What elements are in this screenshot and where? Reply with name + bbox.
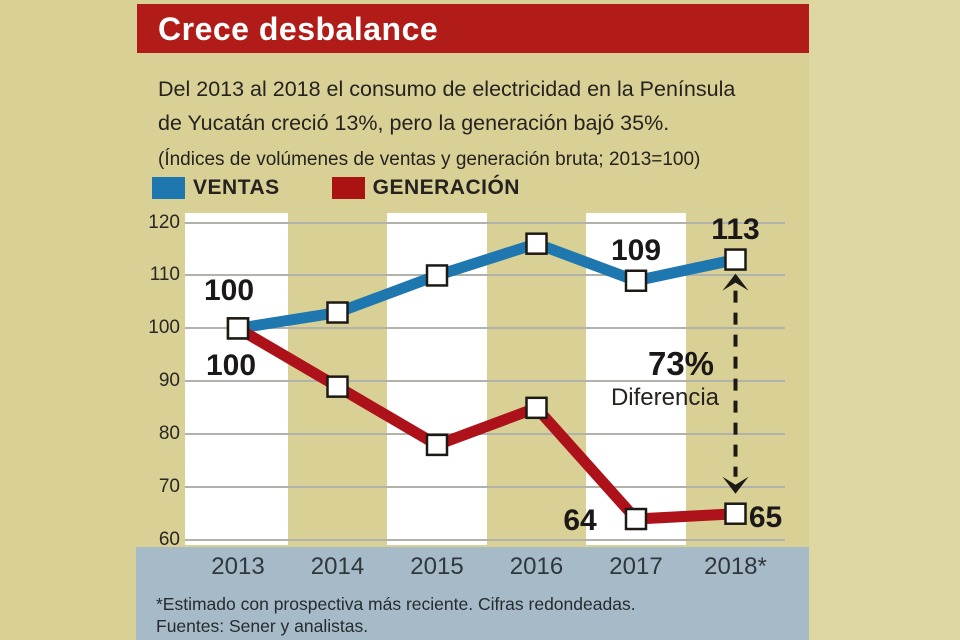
difference-value: 73% [647,345,715,382]
legend-label-generacion: GENERACIÓN [372,176,520,199]
y-axis-label-120: 120 [148,211,180,233]
point-label-109-ventas: 109 [610,233,662,267]
title-bar: Crece desbalance [137,4,809,53]
footnote-estimate: *Estimado con prospectiva más reciente. … [156,594,636,614]
x-axis-band: 2013 2014 2015 2016 2017 2018* *Estimado con … [136,547,809,640]
data-point-marker-ventas-2018* [724,248,747,271]
point-label-64-generación: 64 [563,504,597,538]
gridline-110 [185,274,785,277]
page-title: Crece desbalance [158,11,439,47]
gridline-120 [185,221,785,224]
y-axis-label-80: 80 [158,423,180,445]
x-axis-label-2015: 2015 [410,553,464,580]
x-axis-label-2013: 2013 [211,553,265,580]
subtitle-line-1: Del 2013 al 2018 el consumo de electrici… [158,77,736,101]
gridline-70 [185,486,785,489]
x-axis-label-2014: 2014 [310,553,365,580]
plot-white-band-2015 [387,213,487,545]
y-axis-label-100: 100 [148,317,180,339]
generacion-swatch-icon [331,177,365,199]
ventas-swatch-icon [152,177,185,199]
point-label-100-ventas: 100 [203,274,255,308]
data-point-marker-ventas-2014 [326,301,349,324]
point-label-100-generación: 100 [205,349,257,383]
legend-item-generacion: GENERACIÓN [331,176,520,200]
gridline-60 [185,539,785,542]
difference-label: Diferencia [610,384,720,411]
footnote-sources: Fuentes: Sener y analistas. [156,616,369,636]
subtitle-line-2: de Yucatán creció 13%, pero la generació… [158,111,670,135]
data-point-marker-generación-2016 [525,396,548,420]
point-label-113-ventas: 113 [711,212,760,246]
arrowhead-down-icon [722,476,749,494]
legend-item-ventas: VENTAS [152,176,280,200]
outer-background-strip [809,0,960,640]
data-point-marker-ventas-2016 [525,232,548,255]
point-label-65-generación: 65 [748,500,783,534]
legend-label-ventas: VENTAS [193,176,280,199]
y-axis-label-90: 90 [158,370,180,392]
gridline-80 [185,433,785,436]
x-axis-label-2018*: 2018* [704,553,767,580]
legend: VENTAS GENERACIÓN [152,176,560,200]
chart-note: (Índices de volúmenes de ventas y genera… [158,149,701,170]
x-axis-label-2016: 2016 [509,553,564,580]
gridline-100 [185,327,785,330]
subtitle: Del 2013 al 2018 el consumo de electrici… [158,72,758,140]
y-axis-label-60: 60 [158,529,180,551]
x-axis-label-2017: 2017 [609,553,663,580]
y-axis-label-110: 110 [149,264,180,286]
y-axis-label-70: 70 [158,476,180,498]
data-point-marker-generación-2018* [724,502,747,525]
